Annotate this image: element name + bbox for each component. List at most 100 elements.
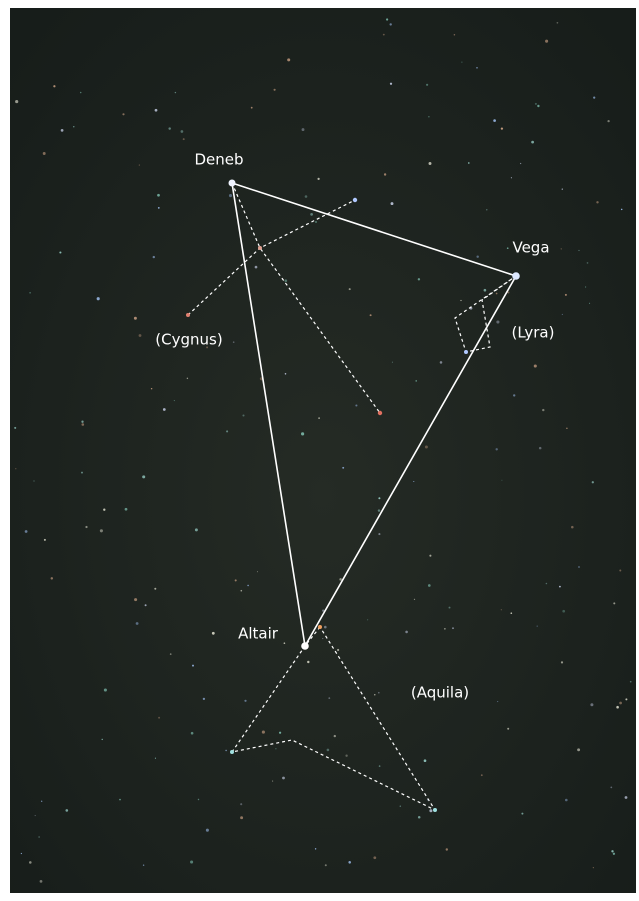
faint-star: [501, 127, 503, 129]
faint-star: [559, 586, 561, 588]
faint-star: [390, 23, 392, 25]
faint-star: [100, 529, 103, 532]
faint-star: [513, 394, 515, 396]
faint-star: [41, 801, 42, 802]
faint-star: [136, 622, 139, 625]
faint-star: [510, 612, 512, 614]
faint-star: [279, 732, 281, 734]
faint-star: [122, 113, 124, 115]
faint-star: [429, 555, 431, 557]
faint-star: [562, 610, 565, 613]
faint-star: [561, 661, 563, 663]
faint-star: [391, 202, 394, 205]
faint-star: [429, 809, 432, 812]
faint-star: [225, 750, 226, 751]
faint-star: [596, 201, 598, 203]
faint-star: [562, 314, 563, 315]
faint-star: [82, 423, 85, 426]
faint-star: [424, 759, 427, 762]
faint-star: [590, 703, 593, 706]
faint-star: [537, 105, 539, 107]
faint-star: [73, 126, 74, 127]
faint-star: [386, 18, 388, 20]
faint-star: [452, 627, 454, 629]
constellation-label: (Lyra): [512, 324, 555, 342]
faint-star: [195, 528, 198, 531]
faint-star: [80, 92, 82, 94]
faint-star: [191, 732, 194, 735]
faint-star: [125, 508, 128, 511]
faint-star: [476, 67, 478, 69]
faint-star: [251, 107, 253, 109]
star: [353, 198, 357, 202]
faint-star: [282, 777, 285, 780]
star-label: Altair: [238, 625, 279, 643]
faint-star: [339, 578, 342, 581]
star-label: Deneb: [194, 151, 243, 169]
faint-star: [545, 40, 548, 43]
faint-star: [272, 781, 273, 782]
faint-star: [61, 129, 64, 132]
star-photo: Deneb Vega Altair (Cygnus) (Lyra) (Aquil…: [0, 0, 639, 901]
faint-star: [537, 625, 538, 626]
faint-star: [317, 178, 319, 180]
faint-star: [334, 735, 336, 737]
star: [230, 750, 234, 754]
star: [378, 411, 382, 415]
faint-star: [589, 303, 590, 304]
faint-star: [302, 128, 305, 131]
faint-star: [322, 638, 323, 639]
faint-star: [187, 378, 188, 379]
faint-star: [592, 481, 594, 483]
faint-star: [496, 320, 499, 323]
faint-star: [59, 251, 61, 253]
faint-star: [142, 475, 145, 478]
page: Deneb Vega Altair (Cygnus) (Lyra) (Aquil…: [0, 0, 639, 901]
faint-star: [15, 468, 16, 469]
faint-star: [460, 300, 461, 301]
faint-star: [163, 408, 166, 411]
faint-star: [428, 116, 429, 117]
faint-star: [486, 209, 487, 210]
faint-star: [43, 152, 46, 155]
faint-star: [337, 649, 339, 651]
faint-star: [103, 509, 105, 511]
faint-star: [226, 430, 228, 432]
faint-star: [33, 480, 34, 481]
faint-star: [134, 317, 137, 320]
faint-star: [413, 481, 414, 482]
faint-star: [175, 92, 176, 93]
faint-star: [578, 566, 580, 568]
faint-star: [301, 432, 304, 435]
faint-star: [484, 289, 487, 292]
sky-background: [10, 8, 636, 893]
faint-star: [384, 173, 386, 175]
faint-star: [577, 748, 580, 751]
faint-star: [328, 697, 330, 699]
faint-star: [240, 803, 242, 805]
faint-star: [262, 731, 265, 734]
faint-star: [415, 380, 417, 382]
constellation-label: (Aquila): [411, 684, 469, 702]
faint-star: [53, 85, 55, 87]
faint-star: [198, 799, 199, 800]
faint-star: [414, 599, 415, 600]
faint-star: [85, 526, 87, 528]
faint-star: [400, 805, 401, 806]
faint-star: [454, 34, 456, 36]
faint-star: [51, 577, 53, 579]
faint-star: [428, 584, 431, 587]
faint-star: [235, 579, 237, 581]
faint-star: [168, 127, 170, 129]
faint-star: [97, 297, 100, 300]
faint-star: [571, 526, 574, 529]
faint-star: [501, 480, 502, 481]
faint-star: [348, 861, 351, 864]
star-altair: [301, 642, 309, 650]
faint-star: [507, 247, 509, 249]
faint-star: [318, 417, 320, 419]
faint-star: [25, 530, 28, 533]
faint-star: [426, 84, 428, 86]
faint-star: [81, 472, 83, 474]
faint-star: [625, 698, 627, 700]
